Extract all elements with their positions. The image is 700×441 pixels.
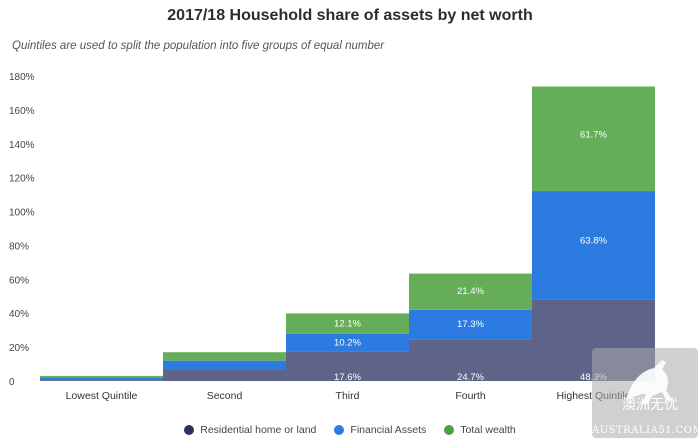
y-tick-label: 60%	[9, 275, 29, 286]
legend-item-total: Total wealth	[444, 424, 516, 436]
legend-swatch-financial	[334, 425, 345, 435]
bar-segment-total	[409, 273, 532, 310]
data-label-total: 12.1%	[334, 319, 361, 330]
legend-label-total: Total wealth	[460, 424, 516, 436]
data-label-financial: 17.3%	[457, 319, 484, 330]
watermark-logo: 澳洲无忧 AUSTRALIA51.COM	[592, 348, 700, 438]
y-tick-label: 40%	[9, 309, 29, 320]
bar-segment-financial	[409, 309, 532, 340]
stacked-bar-chart: 0 20% 40% 60% 80% 100% 120% 140% 160% 180% Lowest …	[9, 72, 655, 402]
y-tick-label: 20%	[9, 343, 29, 354]
bar-segment-residential	[286, 351, 409, 381]
watermark-chinese: 澳洲无忧	[622, 397, 678, 413]
data-label-residential: 24.7%	[457, 372, 484, 383]
y-tick-label: 140%	[9, 140, 35, 151]
bar-segment-residential	[409, 339, 532, 381]
y-tick-label: 180%	[9, 72, 35, 83]
x-category-label: Third	[336, 390, 360, 402]
chart-title: 2017/18 Household share of assets by net…	[167, 7, 533, 24]
kangaroo-icon	[626, 360, 672, 404]
legend-swatch-total	[444, 425, 455, 435]
x-category-label: Second	[207, 390, 243, 402]
y-tick-label: 80%	[9, 241, 29, 252]
bar-segment-total	[40, 375, 163, 378]
bar-segment-total	[163, 352, 286, 361]
bar-segment-financial	[532, 191, 655, 300]
data-label-financial: 10.2%	[334, 338, 361, 349]
legend-item-financial: Financial Assets	[334, 424, 426, 436]
chart-legend: Residential home or land Financial Asset…	[0, 424, 700, 436]
data-label-total: 61.7%	[580, 130, 607, 141]
legend-item-residential: Residential home or land	[184, 424, 316, 436]
legend-label-residential: Residential home or land	[200, 424, 317, 436]
bar-segment-financial	[40, 377, 163, 381]
bar-segment-residential	[163, 369, 286, 381]
legend-label-financial: Financial Assets	[350, 424, 427, 436]
y-tick-label: 120%	[9, 174, 35, 185]
y-tick-label: 100%	[9, 208, 35, 219]
bar-segment-financial	[163, 360, 286, 370]
data-label-financial: 63.8%	[580, 236, 607, 247]
x-category-label: Lowest Quintile	[66, 390, 138, 402]
legend-swatch-residential	[184, 425, 195, 435]
chart-subtitle: Quintiles are used to split the populati…	[12, 40, 385, 52]
bar-segment-total	[286, 313, 409, 334]
y-tick-label: 160%	[9, 106, 35, 117]
bar-segment-financial	[286, 333, 409, 352]
data-label-residential: 17.6%	[334, 372, 361, 383]
bar-segment-total	[532, 86, 655, 192]
bar-segment-residential	[40, 380, 163, 381]
watermark-text: AUSTRALIA51.COM	[592, 425, 700, 436]
x-category-label: Fourth	[455, 390, 486, 402]
y-tick-label: 0	[9, 377, 15, 388]
data-label-total: 21.4%	[457, 286, 484, 297]
